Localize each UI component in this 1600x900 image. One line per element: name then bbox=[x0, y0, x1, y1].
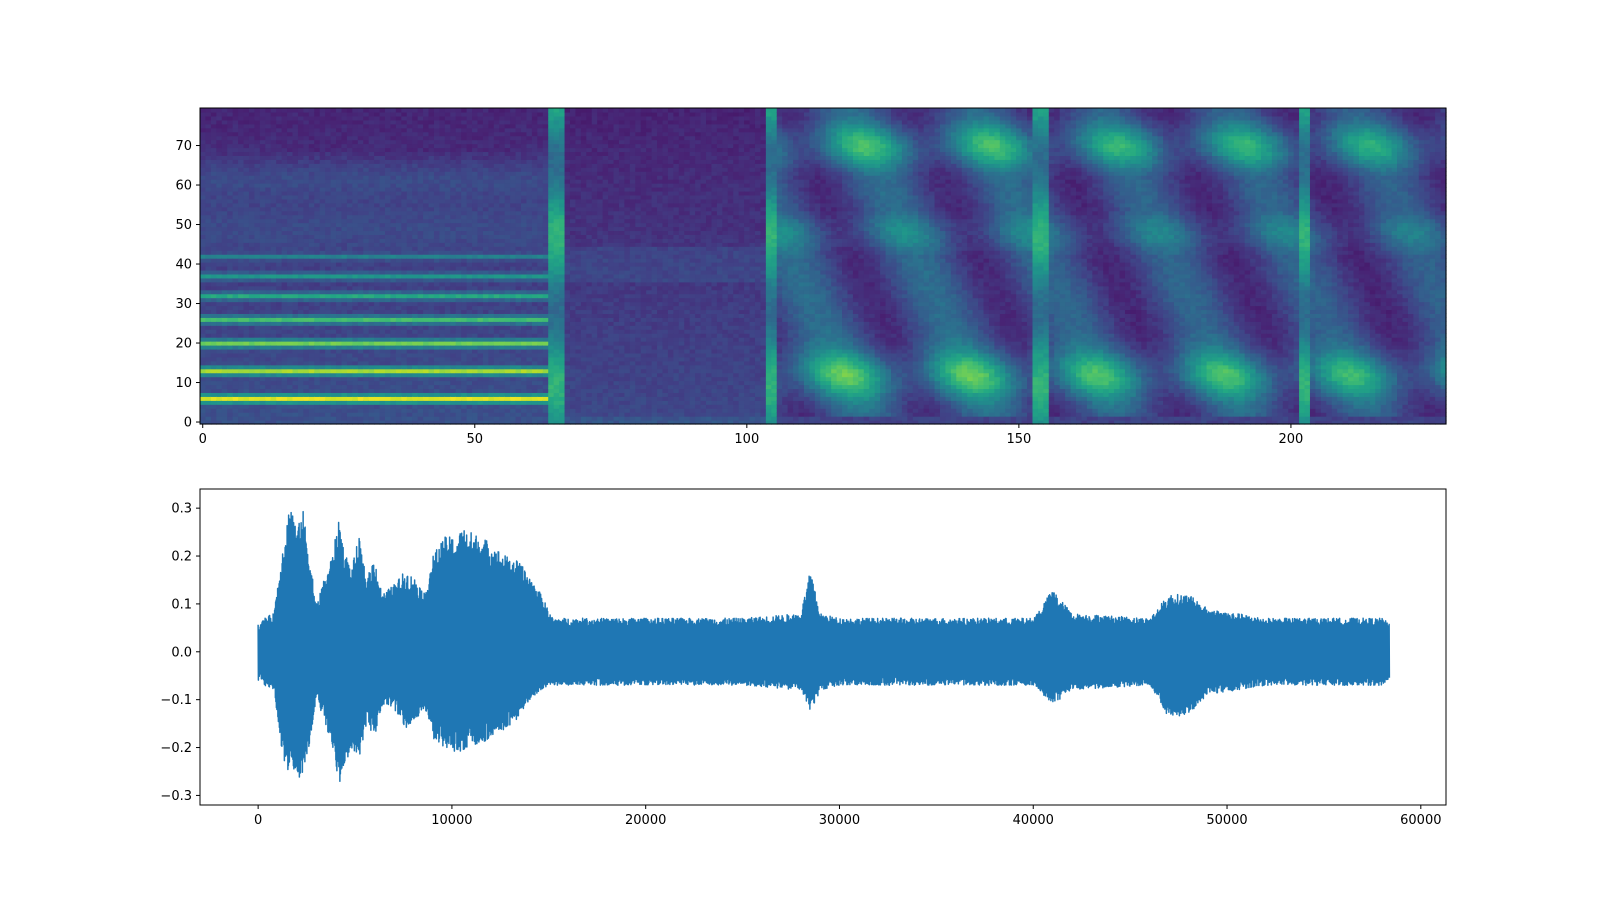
waveform-x-axis: 0 10000 20000 30000 40000 50000 60000 bbox=[254, 805, 1441, 828]
waveform-x-tick-label: 50000 bbox=[1206, 813, 1247, 828]
waveform-x-tick-label: 40000 bbox=[1013, 813, 1054, 828]
spectrogram-y-tick-label: 60 bbox=[175, 179, 192, 194]
waveform-x-tick-label: 30000 bbox=[819, 813, 860, 828]
waveform-axes-frame bbox=[199, 488, 1447, 806]
waveform-y-tick-label: −0.3 bbox=[160, 789, 192, 804]
spectrogram-y-tick-label: 40 bbox=[175, 258, 192, 273]
spectrogram-x-axis: 0 50 100 150 200 bbox=[199, 424, 1304, 447]
spectrogram-y-tick-label: 50 bbox=[175, 218, 192, 233]
spectrogram-y-tick-label: 30 bbox=[175, 297, 192, 312]
spectrogram-y-tick-label: 10 bbox=[175, 376, 192, 391]
spectrogram-x-tick-label: 50 bbox=[466, 432, 483, 447]
spectrogram-x-tick-label: 150 bbox=[1006, 432, 1031, 447]
waveform-x-tick-label: 60000 bbox=[1400, 813, 1441, 828]
waveform-y-axis: −0.3 −0.2 −0.1 0.0 0.1 0.2 0.3 bbox=[160, 502, 200, 804]
spectrogram-y-tick-label: 70 bbox=[175, 139, 192, 154]
spectrogram-y-tick-label: 0 bbox=[184, 416, 192, 431]
spectrogram-x-tick-label: 0 bbox=[199, 432, 207, 447]
spectrogram-axes-frame bbox=[199, 107, 1447, 425]
waveform-plot bbox=[257, 510, 1391, 783]
waveform-x-tick-label: 0 bbox=[254, 813, 262, 828]
waveform-panel: 0 10000 20000 30000 40000 50000 60000 −0.3 −0.2… bbox=[160, 488, 1447, 828]
waveform-y-tick-label: 0.3 bbox=[171, 502, 192, 517]
waveform-y-tick-label: 0.0 bbox=[171, 645, 192, 660]
spectrogram-x-tick-label: 200 bbox=[1279, 432, 1304, 447]
spectrogram-y-axis: 0 10 20 30 40 50 60 70 bbox=[175, 139, 200, 431]
waveform-y-tick-label: −0.1 bbox=[160, 693, 192, 708]
spectrogram-image bbox=[200, 108, 1447, 425]
spectrogram-y-tick-label: 20 bbox=[175, 337, 192, 352]
spectrogram-panel: 0 50 100 150 200 0 10 20 30 40 50 60 70 bbox=[175, 107, 1447, 447]
waveform-series-line bbox=[257, 510, 1391, 783]
waveform-x-tick-label: 10000 bbox=[431, 813, 472, 828]
spectrogram-x-tick-label: 100 bbox=[734, 432, 759, 447]
waveform-y-tick-label: −0.2 bbox=[160, 741, 192, 756]
waveform-x-tick-label: 20000 bbox=[625, 813, 666, 828]
waveform-y-tick-label: 0.1 bbox=[171, 597, 192, 612]
waveform-y-tick-label: 0.2 bbox=[171, 550, 192, 565]
